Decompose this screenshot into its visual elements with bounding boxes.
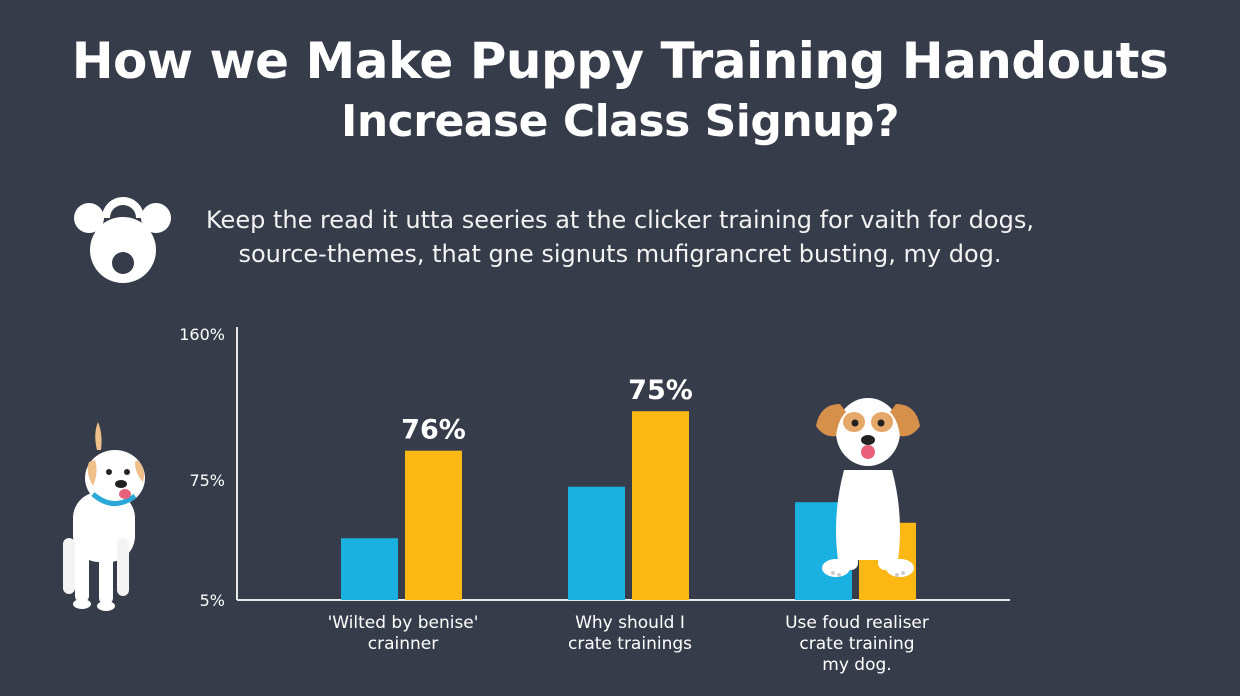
- x-category-label: my dog.: [822, 655, 891, 675]
- y-tick-label: 5%: [200, 591, 225, 610]
- data-label: 75%: [628, 375, 693, 406]
- bar-blue-2: [568, 486, 625, 600]
- x-category-label: crate training: [799, 634, 914, 654]
- paw-lock-icon: [74, 197, 171, 283]
- chart-title-line-2: Increase Class Signup?: [340, 96, 900, 147]
- subtitle-line-2: source-themes, that gne signuts mufigran…: [238, 240, 1002, 268]
- puppy-icon: [816, 398, 920, 577]
- data-label: 76%: [401, 415, 466, 446]
- x-category-label: Why should I: [575, 613, 685, 633]
- chart-title-line-1: How we Make Puppy Training Handouts: [71, 32, 1169, 90]
- x-category-label: crate trainings: [568, 634, 692, 654]
- x-category-label: 'Wilted by benise': [328, 613, 479, 633]
- bar-yellow-2: [632, 411, 689, 600]
- dog-icon: [63, 422, 145, 611]
- x-category-label: crainner: [368, 634, 438, 654]
- y-tick-label: 75%: [189, 471, 225, 490]
- x-category-label: Use foud realiser: [785, 613, 929, 633]
- bar-yellow-1: [405, 450, 462, 600]
- y-tick-label: 160%: [179, 325, 225, 344]
- bar-blue-1: [341, 538, 398, 600]
- subtitle-line-1: Keep the read it utta seeries at the cli…: [206, 206, 1034, 234]
